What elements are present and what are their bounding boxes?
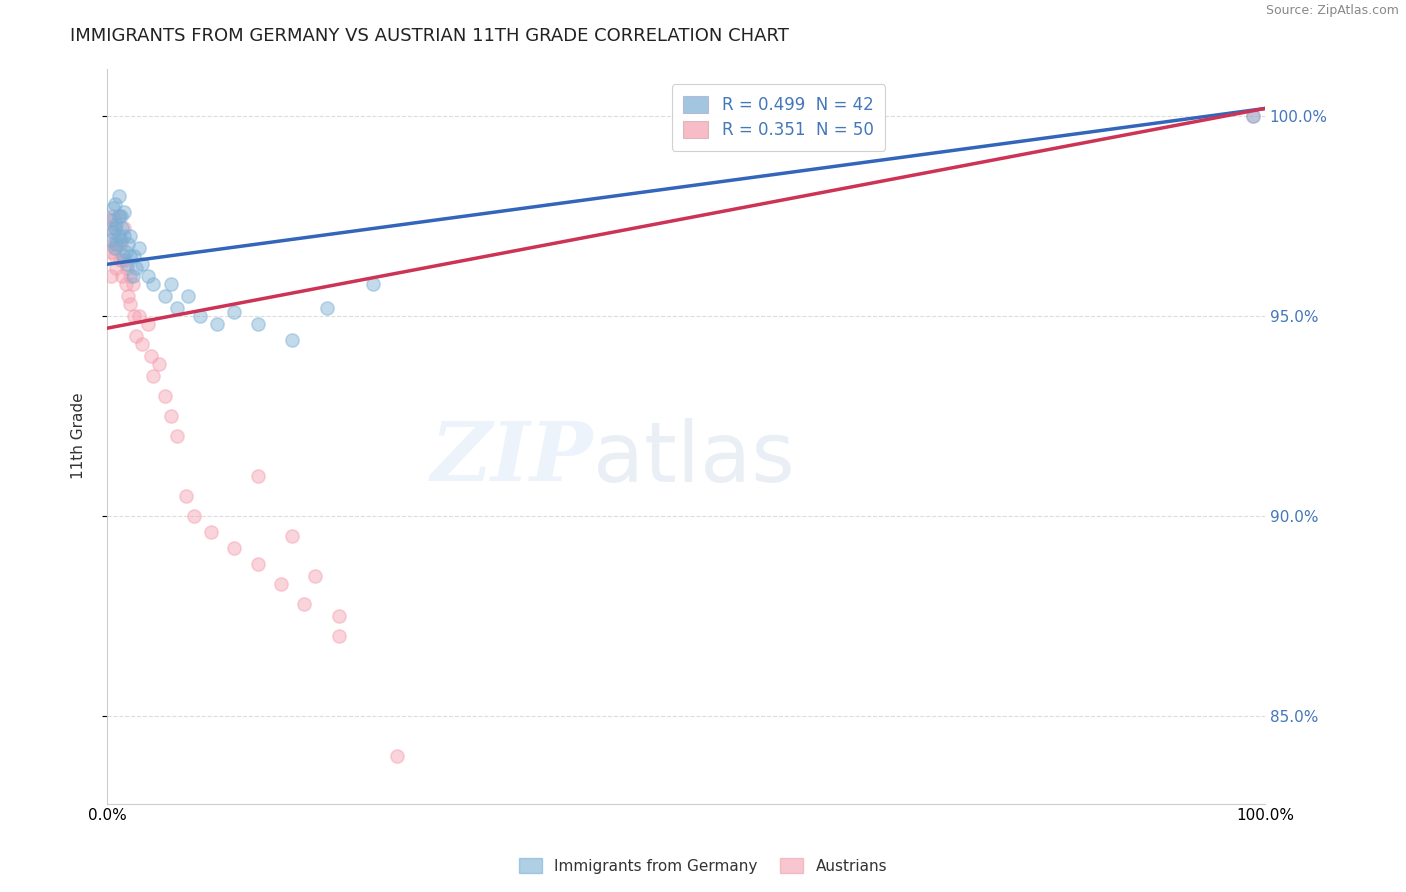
Point (153, 289, 176, 303)
Point (316, 301, 339, 316)
Point (112, 249, 135, 263)
Point (103, 241, 125, 255)
Point (131, 337, 153, 351)
Point (142, 277, 165, 292)
Point (205, 317, 228, 331)
Point (117, 237, 139, 252)
Point (121, 269, 143, 284)
Point (104, 221, 127, 235)
Point (363, 277, 385, 292)
Point (105, 217, 128, 231)
Point (177, 289, 200, 303)
Point (188, 310, 211, 324)
Point (148, 357, 170, 371)
Point (120, 297, 142, 311)
Point (120, 229, 142, 244)
Point (104, 249, 127, 263)
Point (114, 277, 136, 292)
Point (224, 541, 246, 555)
Point (292, 597, 315, 611)
Point (270, 577, 292, 591)
Point (104, 241, 127, 255)
Point (101, 210, 124, 224)
Point (120, 269, 142, 284)
Point (115, 257, 138, 271)
Point (114, 245, 136, 260)
Text: ZIP: ZIP (430, 418, 593, 498)
Point (112, 253, 135, 268)
Point (100, 221, 122, 235)
Point (107, 210, 129, 224)
Point (117, 289, 139, 303)
Point (111, 221, 134, 235)
Legend: Immigrants from Germany, Austrians: Immigrants from Germany, Austrians (513, 852, 893, 880)
Point (304, 569, 326, 583)
Point (101, 202, 124, 216)
Text: IMMIGRANTS FROM GERMANY VS AUSTRIAN 11TH GRADE CORRELATION CHART: IMMIGRANTS FROM GERMANY VS AUSTRIAN 11TH… (70, 27, 789, 45)
Point (281, 529, 304, 543)
Point (114, 221, 136, 235)
Point (105, 237, 128, 252)
Point (103, 213, 125, 227)
Point (142, 369, 165, 384)
Point (125, 261, 148, 276)
Point (114, 253, 136, 268)
Point (107, 229, 129, 244)
Point (174, 489, 197, 503)
Point (107, 210, 129, 224)
Point (328, 629, 350, 643)
Point (139, 349, 162, 363)
Point (246, 469, 269, 483)
Text: Source: ZipAtlas.com: Source: ZipAtlas.com (1265, 4, 1399, 18)
Point (104, 197, 127, 211)
Legend: R = 0.499  N = 42, R = 0.351  N = 50: R = 0.499 N = 42, R = 0.351 N = 50 (672, 84, 886, 151)
Point (107, 237, 129, 252)
Point (328, 608, 350, 623)
Point (101, 225, 124, 239)
Point (131, 257, 153, 271)
Point (153, 389, 176, 403)
Point (105, 233, 128, 247)
Point (166, 301, 188, 316)
Point (100, 233, 122, 247)
Point (183, 508, 205, 523)
Point (110, 210, 132, 224)
Point (385, 748, 408, 763)
Point (200, 524, 222, 539)
Point (128, 241, 150, 255)
Point (125, 329, 148, 343)
Text: atlas: atlas (593, 417, 796, 499)
Point (122, 310, 145, 324)
Point (114, 229, 136, 244)
Point (114, 205, 136, 219)
Point (100, 213, 122, 227)
Y-axis label: 11th Grade: 11th Grade (72, 392, 86, 479)
Point (136, 269, 159, 284)
Point (110, 233, 132, 247)
Point (110, 237, 132, 252)
Point (246, 317, 269, 331)
Point (100, 269, 122, 284)
Point (224, 305, 246, 319)
Point (281, 333, 304, 347)
Point (128, 310, 150, 324)
Point (246, 557, 269, 571)
Point (136, 317, 159, 331)
Point (108, 253, 131, 268)
Point (166, 429, 188, 443)
Point (159, 277, 181, 292)
Point (100, 245, 122, 260)
Point (1241, 110, 1264, 124)
Point (159, 409, 181, 423)
Point (104, 221, 127, 235)
Point (115, 261, 138, 276)
Point (111, 269, 134, 284)
Point (101, 237, 124, 252)
Point (105, 261, 128, 276)
Point (122, 249, 145, 263)
Point (121, 277, 143, 292)
Point (107, 189, 129, 203)
Point (120, 249, 142, 263)
Point (1241, 110, 1264, 124)
